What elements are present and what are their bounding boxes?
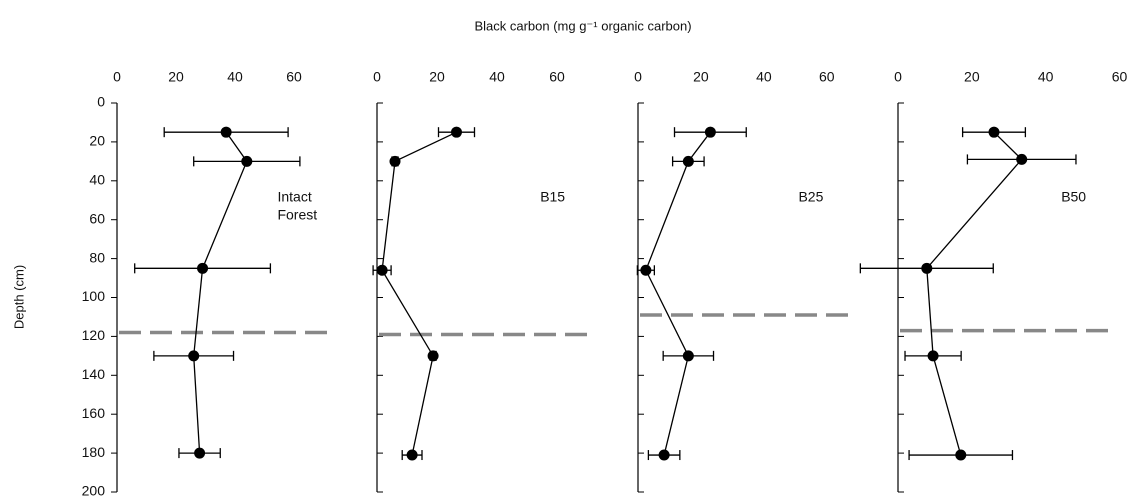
x-tick-label: 0 (894, 69, 902, 85)
data-point (220, 126, 232, 138)
data-point (406, 449, 418, 461)
data-point (704, 126, 716, 138)
x-tick-label: 0 (113, 69, 121, 85)
data-point (955, 449, 967, 461)
y-tick-label: 0 (97, 94, 105, 110)
data-point (1016, 153, 1028, 165)
y-tick-label: 80 (89, 249, 105, 265)
data-point (376, 264, 388, 276)
x-tick-label: 40 (1038, 69, 1054, 85)
data-point (389, 155, 401, 167)
x-tick-label: 20 (964, 69, 980, 85)
panel-label: Intact (277, 189, 311, 205)
x-tick-label: 20 (168, 69, 184, 85)
x-tick-label: 60 (549, 69, 565, 85)
data-point (658, 449, 670, 461)
x-tick-label: 20 (693, 69, 709, 85)
panel-label: B15 (540, 189, 565, 205)
y-tick-label: 100 (82, 288, 106, 304)
data-point (682, 155, 694, 167)
x-tick-label: 60 (1112, 69, 1128, 85)
data-point (927, 350, 939, 362)
x-tick-label: 40 (227, 69, 243, 85)
panel-label: B50 (1061, 189, 1086, 205)
x-tick-label: 40 (756, 69, 772, 85)
y-tick-label: 60 (89, 210, 105, 226)
data-line (645, 131, 711, 456)
data-point (188, 350, 200, 362)
data-point (921, 262, 933, 274)
panel-label: Forest (277, 207, 317, 223)
x-tick-label: 20 (429, 69, 445, 85)
data-point (194, 447, 206, 459)
y-axis-label: Depth (cm) (11, 265, 26, 329)
data-point (197, 262, 209, 274)
data-point (427, 350, 439, 362)
y-tick-label: 140 (82, 366, 106, 382)
x-tick-label: 0 (634, 69, 642, 85)
y-tick-label: 120 (82, 327, 106, 343)
data-point (682, 350, 694, 362)
data-point (241, 155, 253, 167)
data-line (381, 131, 457, 456)
y-tick-label: 200 (82, 483, 106, 499)
data-line (926, 131, 1023, 456)
y-tick-label: 40 (89, 172, 105, 188)
y-tick-label: 180 (82, 444, 106, 460)
data-point (988, 126, 1000, 138)
y-tick-label: 20 (89, 133, 105, 149)
chart-title: Black carbon (mg g⁻¹ organic carbon) (474, 18, 691, 33)
data-point (451, 126, 462, 138)
x-tick-label: 0 (373, 69, 381, 85)
y-tick-label: 160 (82, 405, 106, 421)
panel-label: B25 (798, 189, 823, 205)
x-tick-label: 60 (286, 69, 302, 85)
x-tick-label: 40 (489, 69, 505, 85)
data-line (193, 131, 248, 454)
x-tick-label: 60 (819, 69, 835, 85)
data-point (640, 264, 652, 276)
